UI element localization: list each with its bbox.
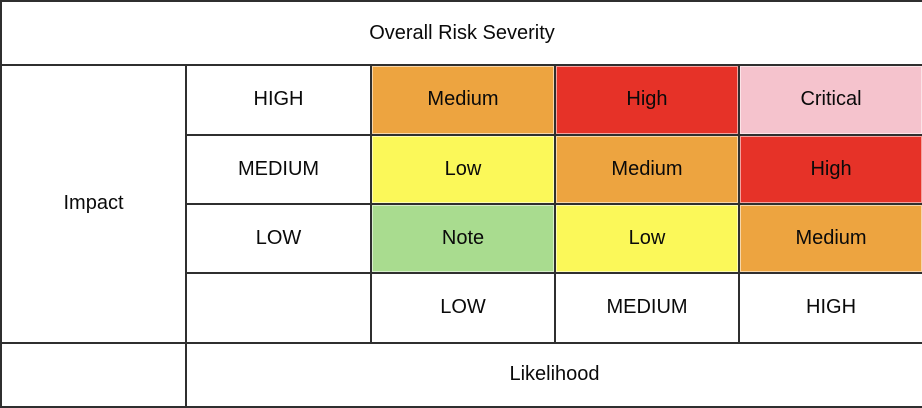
likelihood-level-high: HIGH bbox=[737, 272, 922, 344]
risk-cell-impact-low-likelihood-medium: Low bbox=[554, 202, 740, 275]
impact-level-high: HIGH bbox=[185, 64, 372, 136]
risk-cell-impact-low-likelihood-high: Medium bbox=[737, 202, 922, 275]
table-title: Overall Risk Severity bbox=[0, 0, 922, 67]
risk-cell-impact-high-likelihood-low: Medium bbox=[370, 64, 556, 136]
impact-level-low: LOW bbox=[185, 202, 372, 275]
impact-axis-label: Impact bbox=[0, 64, 187, 344]
risk-cell-impact-low-likelihood-low: Note bbox=[370, 202, 556, 275]
risk-cell-impact-high-likelihood-high: Critical bbox=[737, 64, 922, 136]
likelihood-axis-spacer-cell bbox=[185, 272, 372, 344]
risk-cell-impact-high-likelihood-medium: High bbox=[554, 64, 740, 136]
risk-cell-impact-medium-likelihood-high: High bbox=[737, 133, 922, 205]
likelihood-level-medium: MEDIUM bbox=[554, 272, 740, 344]
corner-spacer-cell bbox=[0, 341, 187, 408]
likelihood-axis-label: Likelihood bbox=[184, 341, 922, 408]
risk-cell-impact-medium-likelihood-medium: Medium bbox=[554, 133, 740, 205]
likelihood-level-low: LOW bbox=[370, 272, 556, 344]
impact-level-medium: MEDIUM bbox=[185, 133, 372, 205]
risk-cell-impact-medium-likelihood-low: Low bbox=[370, 133, 556, 205]
